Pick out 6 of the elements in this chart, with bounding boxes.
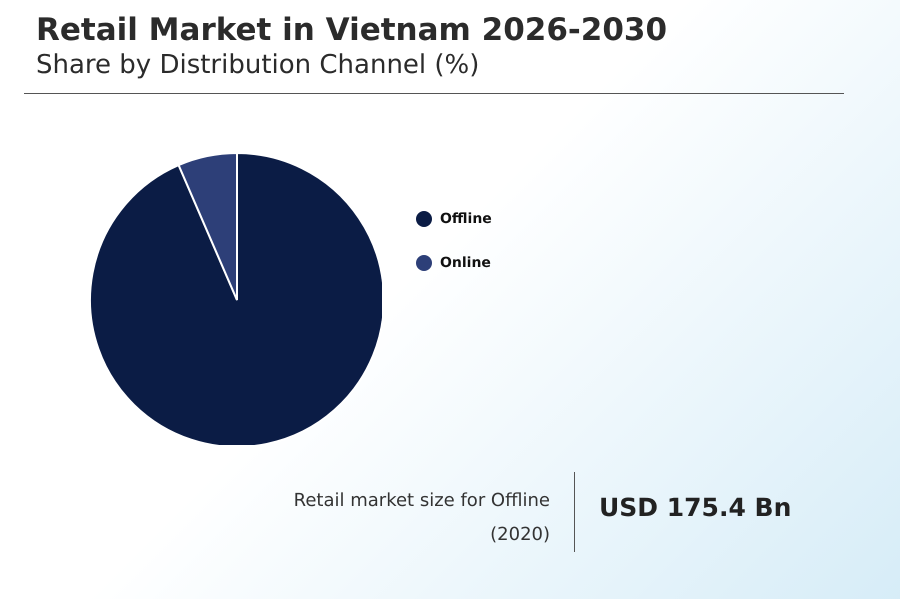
text: Retail market size for Offline (2020) [292,489,550,547]
chart-subtitle: Share by Distribution Channel (%) [36,50,480,80]
legend-label: Online [440,255,491,271]
chart-title: Retail Market in Vietnam 2026-2030 [36,12,668,48]
legend-label: Offline [440,211,492,227]
text: USD 175.4 Bn [599,493,792,522]
